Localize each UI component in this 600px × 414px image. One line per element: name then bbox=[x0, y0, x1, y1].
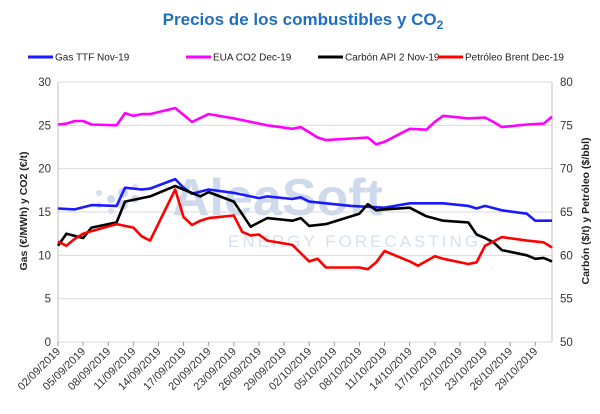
x-axis: 02/09/201905/09/201908/09/201911/09/2019… bbox=[16, 342, 540, 393]
series-line-petr-leo-brent-dec-19 bbox=[57, 188, 553, 271]
legend-label: EUA CO2 Dec-19 bbox=[213, 53, 292, 64]
y-right-tick-label: 55 bbox=[560, 294, 573, 306]
y-right-tick-label: 50 bbox=[560, 337, 573, 349]
y-left-tick-label: 20 bbox=[38, 164, 51, 176]
y-left-tick-label: 25 bbox=[38, 120, 51, 132]
y-right-tick-label: 75 bbox=[560, 120, 573, 132]
legend-label: Petróleo Brent Dec-19 bbox=[465, 53, 564, 64]
watermark: AleaSoft ENERGY FORECASTING bbox=[96, 169, 481, 251]
y-axis-left: 0 5 10 15 20 25 30 bbox=[38, 77, 51, 349]
y-left-tick-label: 10 bbox=[38, 250, 51, 262]
chart-title-main: Precios de los combustibles y CO bbox=[163, 10, 437, 29]
y-axis-right-label: Carbón ($/t) y Petróleo ($/bbl) bbox=[580, 137, 592, 284]
y-right-tick-label: 60 bbox=[560, 250, 573, 262]
y-right-tick-label: 80 bbox=[560, 77, 573, 89]
chart-title: Precios de los combustibles y CO2 bbox=[163, 10, 444, 32]
y-right-tick-label: 70 bbox=[560, 164, 573, 176]
legend: Gas TTF Nov-19 EUA CO2 Dec-19 Carbón API 2… bbox=[28, 53, 564, 64]
watermark-subtext: ENERGY FORECASTING bbox=[228, 232, 481, 251]
legend-label: Gas TTF Nov-19 bbox=[55, 53, 130, 64]
y-left-tick-label: 15 bbox=[38, 207, 51, 219]
y-axis-right: 50 55 60 65 70 75 80 bbox=[560, 77, 573, 349]
series-lines bbox=[56, 106, 553, 271]
y-left-tick-label: 5 bbox=[45, 294, 51, 306]
y-left-tick-label: 30 bbox=[38, 77, 51, 89]
series-line-gas-ttf-nov-19 bbox=[57, 177, 552, 222]
y-left-tick-label: 0 bbox=[45, 337, 51, 349]
y-right-tick-label: 65 bbox=[560, 207, 573, 219]
chart-title-subscript: 2 bbox=[437, 18, 444, 32]
y-axis-left-label: Gas (€/MWh) y CO2 (€/t) bbox=[18, 151, 30, 270]
series-line-carb-n-api-2-nov-19 bbox=[56, 184, 553, 263]
series-line-eua-co2-dec-19 bbox=[57, 106, 553, 146]
legend-label: Carbón API 2 Nov-19 bbox=[345, 53, 440, 64]
gridlines bbox=[57, 81, 553, 343]
